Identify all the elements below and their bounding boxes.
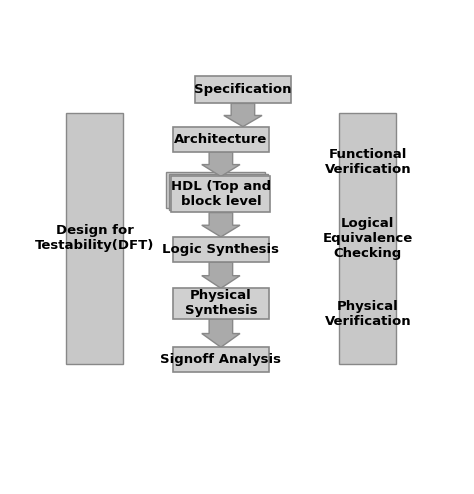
FancyBboxPatch shape: [166, 172, 265, 208]
FancyBboxPatch shape: [173, 347, 269, 372]
FancyBboxPatch shape: [171, 176, 271, 212]
Text: Signoff Analysis: Signoff Analysis: [160, 353, 282, 366]
Text: Architecture: Architecture: [174, 133, 267, 146]
Polygon shape: [224, 103, 262, 126]
FancyBboxPatch shape: [173, 237, 269, 262]
FancyBboxPatch shape: [173, 127, 269, 152]
Text: Logic Synthesis: Logic Synthesis: [163, 243, 279, 256]
FancyBboxPatch shape: [173, 288, 269, 319]
Text: Logical
Equivalence
Checking: Logical Equivalence Checking: [323, 216, 413, 259]
Polygon shape: [202, 212, 240, 237]
Text: Physical
Verification: Physical Verification: [325, 300, 411, 328]
Text: Functional
Verification: Functional Verification: [325, 148, 411, 176]
FancyBboxPatch shape: [195, 76, 291, 103]
Text: Physical
Synthesis: Physical Synthesis: [184, 289, 257, 318]
Polygon shape: [202, 152, 240, 176]
Polygon shape: [202, 319, 240, 347]
Text: HDL (Top and
block level: HDL (Top and block level: [171, 180, 271, 208]
FancyBboxPatch shape: [66, 113, 123, 364]
Polygon shape: [202, 262, 240, 288]
FancyBboxPatch shape: [339, 113, 396, 364]
FancyBboxPatch shape: [169, 174, 268, 210]
Text: Specification: Specification: [194, 83, 292, 96]
Text: Design for
Testability(DFT): Design for Testability(DFT): [35, 224, 155, 252]
